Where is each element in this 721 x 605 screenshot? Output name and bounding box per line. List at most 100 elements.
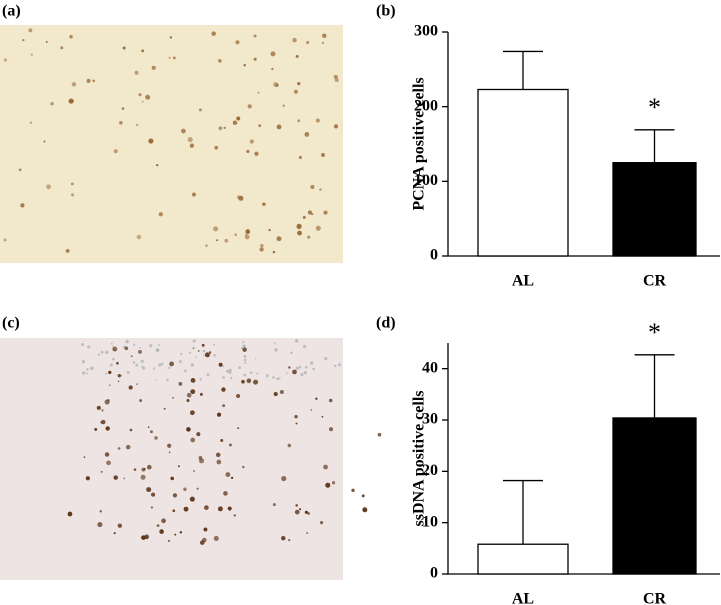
cell xyxy=(213,535,219,541)
cell xyxy=(145,94,151,100)
cell xyxy=(216,239,219,242)
speck xyxy=(286,372,288,374)
cell xyxy=(299,508,302,511)
cell xyxy=(297,119,301,123)
cell xyxy=(282,104,286,107)
panel-label: (c) xyxy=(2,315,20,332)
cell xyxy=(161,518,166,524)
cell xyxy=(351,488,355,493)
cell xyxy=(271,67,274,71)
speck xyxy=(228,371,232,374)
cell xyxy=(295,54,299,58)
annotation: * xyxy=(648,318,661,347)
speck xyxy=(195,356,197,359)
cell xyxy=(304,510,308,514)
cell xyxy=(71,82,77,87)
cell xyxy=(323,210,328,215)
cell xyxy=(146,487,152,493)
cell xyxy=(130,355,133,358)
cell xyxy=(146,464,152,470)
cell xyxy=(295,504,298,507)
x-tick-label: CR xyxy=(643,273,667,290)
speck xyxy=(276,377,280,381)
cell xyxy=(101,409,104,412)
cell xyxy=(333,74,338,79)
cell xyxy=(315,118,321,123)
cell xyxy=(328,398,333,403)
cell xyxy=(105,426,110,431)
speck xyxy=(154,378,157,381)
cell xyxy=(292,37,297,43)
bar xyxy=(477,88,569,257)
y-tick-label: 10 xyxy=(422,513,438,530)
cell xyxy=(307,512,310,515)
cell xyxy=(262,202,266,206)
cell xyxy=(208,351,212,354)
cell xyxy=(334,78,339,83)
cell xyxy=(92,79,96,83)
cell xyxy=(169,36,173,39)
x-tick-label: AL xyxy=(512,273,534,290)
cell xyxy=(287,443,292,448)
y-tick-label: 200 xyxy=(414,97,438,114)
cell xyxy=(119,121,123,125)
cell xyxy=(141,100,144,103)
cell xyxy=(186,427,191,432)
cell xyxy=(144,534,149,540)
cell xyxy=(243,64,246,67)
panel-label: (a) xyxy=(2,3,21,20)
cell xyxy=(186,392,192,398)
speck xyxy=(302,344,307,349)
cell xyxy=(249,139,254,144)
cell xyxy=(134,70,139,75)
cell xyxy=(108,384,111,386)
speck xyxy=(294,339,299,343)
bar xyxy=(612,162,697,257)
cell xyxy=(104,452,110,457)
x-tick-label: CR xyxy=(643,591,667,605)
cell xyxy=(183,487,187,491)
cell xyxy=(232,120,238,125)
cell xyxy=(270,51,276,57)
cell xyxy=(197,350,200,352)
cell xyxy=(70,182,74,186)
speck xyxy=(243,358,247,362)
speck xyxy=(242,344,246,349)
cell xyxy=(85,476,90,481)
cell xyxy=(276,124,282,130)
micrograph-c xyxy=(0,338,343,580)
cell xyxy=(168,56,171,59)
cell xyxy=(129,428,133,432)
speck xyxy=(110,342,113,345)
micrograph-a xyxy=(0,25,343,263)
cell xyxy=(174,533,177,536)
cell xyxy=(223,126,226,129)
cell xyxy=(198,108,202,112)
cell xyxy=(257,91,260,94)
speck xyxy=(298,365,302,369)
speck xyxy=(243,373,247,377)
speck xyxy=(157,343,160,346)
cell xyxy=(189,496,195,502)
cell xyxy=(159,529,164,534)
cell xyxy=(220,439,224,442)
panel-label: (b) xyxy=(376,3,396,20)
cell xyxy=(295,422,298,425)
cell xyxy=(292,369,297,375)
cell xyxy=(288,366,291,369)
y-tick-label: 0 xyxy=(430,565,438,582)
cell xyxy=(96,405,101,410)
speck xyxy=(126,370,130,374)
cell xyxy=(331,481,336,485)
speck xyxy=(278,377,281,380)
speck xyxy=(202,349,206,353)
cell xyxy=(140,474,146,480)
speck xyxy=(87,345,91,349)
cell xyxy=(113,149,118,154)
cell xyxy=(141,49,145,53)
speck xyxy=(155,348,159,352)
speck xyxy=(303,371,307,375)
cell xyxy=(322,33,327,38)
speck xyxy=(166,378,169,382)
speck xyxy=(230,376,233,380)
